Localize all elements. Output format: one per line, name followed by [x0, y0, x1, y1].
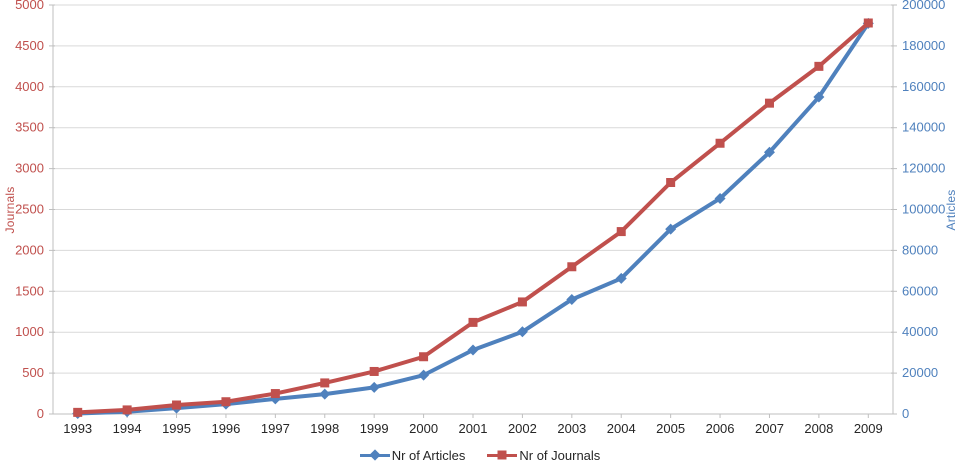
- data-point-marker-nr-of-articles: [813, 91, 825, 103]
- data-point-marker-nr-of-articles: [516, 326, 528, 338]
- left-axis-tick-label: 3500: [15, 120, 44, 135]
- chart-legend: Nr of Articles Nr of Journals: [0, 445, 960, 465]
- x-axis-tick-label: 2003: [557, 421, 586, 436]
- data-point-marker-nr-of-journals: [517, 297, 527, 307]
- data-point-marker-nr-of-articles: [615, 272, 627, 284]
- right-axis-tick-label: 20000: [902, 365, 938, 380]
- x-axis-tick-label: 2001: [459, 421, 488, 436]
- data-point-marker-nr-of-articles: [418, 369, 430, 381]
- right-axis-title: Articles: [944, 189, 958, 231]
- right-axis-tick-label: 200000: [902, 0, 945, 12]
- right-axis-tick-label: 160000: [902, 79, 945, 94]
- right-axis-tick-label: 80000: [902, 242, 938, 257]
- legend-label-articles: Nr of Articles: [391, 447, 466, 463]
- left-axis-tick-label: 0: [37, 406, 44, 421]
- left-axis-tick-label: 1500: [15, 283, 44, 298]
- x-axis-tick-label: 1994: [113, 421, 142, 436]
- data-point-marker-nr-of-articles: [763, 146, 775, 158]
- x-axis-tick-label: 1998: [310, 421, 339, 436]
- data-point-marker-nr-of-journals: [616, 227, 626, 237]
- right-axis-tick-label: 0: [902, 406, 909, 421]
- square-marker-icon: [497, 450, 507, 460]
- data-point-marker-nr-of-journals: [172, 400, 182, 410]
- legend-label-journals: Nr of Journals: [519, 447, 601, 463]
- x-axis-tick-label: 1997: [261, 421, 290, 436]
- legend-item-articles: Nr of Articles: [359, 447, 466, 463]
- left-axis-title: Journals: [3, 186, 17, 234]
- data-point-marker-nr-of-articles: [665, 223, 677, 235]
- data-point-marker-nr-of-journals: [567, 262, 577, 272]
- x-axis-tick-label: 2007: [755, 421, 784, 436]
- x-axis-tick-label: 1999: [360, 421, 389, 436]
- journals-series-swatch: [487, 449, 518, 461]
- left-axis-tick-label: 4000: [15, 79, 44, 94]
- x-axis-tick-label: 2000: [409, 421, 438, 436]
- left-axis-tick-label: 5000: [15, 0, 44, 12]
- data-point-marker-nr-of-articles: [319, 388, 331, 400]
- data-point-marker-nr-of-journals: [369, 366, 379, 376]
- right-axis-tick-label: 40000: [902, 324, 938, 339]
- data-point-marker-nr-of-journals: [320, 378, 330, 388]
- data-point-marker-nr-of-journals: [468, 317, 478, 327]
- left-axis-tick-label: 3000: [15, 161, 44, 176]
- right-axis-tick-label: 140000: [902, 120, 945, 135]
- left-axis-tick-label: 2000: [15, 242, 44, 257]
- x-axis-tick-label: 2009: [854, 421, 883, 436]
- data-point-marker-nr-of-journals: [764, 98, 774, 108]
- right-axis-tick-label: 60000: [902, 283, 938, 298]
- left-axis-tick-label: 500: [22, 365, 44, 380]
- x-axis-tick-label: 1996: [211, 421, 240, 436]
- data-point-marker-nr-of-journals: [419, 352, 429, 362]
- left-axis-tick-label: 1000: [15, 324, 44, 339]
- data-point-marker-nr-of-articles: [467, 344, 479, 356]
- left-axis-tick-label: 2500: [15, 202, 44, 217]
- x-axis-tick-label: 2005: [656, 421, 685, 436]
- data-point-marker-nr-of-journals: [73, 407, 83, 417]
- x-axis-tick-label: 1993: [63, 421, 92, 436]
- data-point-marker-nr-of-journals: [122, 405, 132, 415]
- data-point-marker-nr-of-articles: [368, 381, 380, 393]
- data-point-marker-nr-of-journals: [666, 178, 676, 188]
- data-point-marker-nr-of-articles: [714, 192, 726, 204]
- x-axis-tick-label: 2008: [804, 421, 833, 436]
- x-axis-tick-label: 1995: [162, 421, 191, 436]
- data-point-marker-nr-of-articles: [566, 293, 578, 305]
- x-axis-tick-label: 2006: [706, 421, 735, 436]
- data-point-marker-nr-of-journals: [270, 389, 280, 399]
- legend-item-journals: Nr of Journals: [487, 448, 600, 463]
- left-axis-tick-label: 4500: [15, 38, 44, 53]
- data-point-marker-nr-of-journals: [715, 138, 725, 148]
- right-axis-tick-label: 100000: [902, 202, 945, 217]
- x-axis-tick-label: 2004: [607, 421, 636, 436]
- data-point-marker-nr-of-journals: [221, 397, 231, 407]
- right-axis-tick-label: 180000: [902, 38, 945, 53]
- articles-series-swatch: [359, 449, 390, 461]
- right-axis-tick-label: 120000: [902, 161, 945, 176]
- x-axis-tick-label: 2002: [508, 421, 537, 436]
- diamond-marker-icon: [369, 449, 381, 461]
- data-point-marker-nr-of-journals: [814, 61, 824, 71]
- data-point-marker-nr-of-journals: [863, 18, 873, 28]
